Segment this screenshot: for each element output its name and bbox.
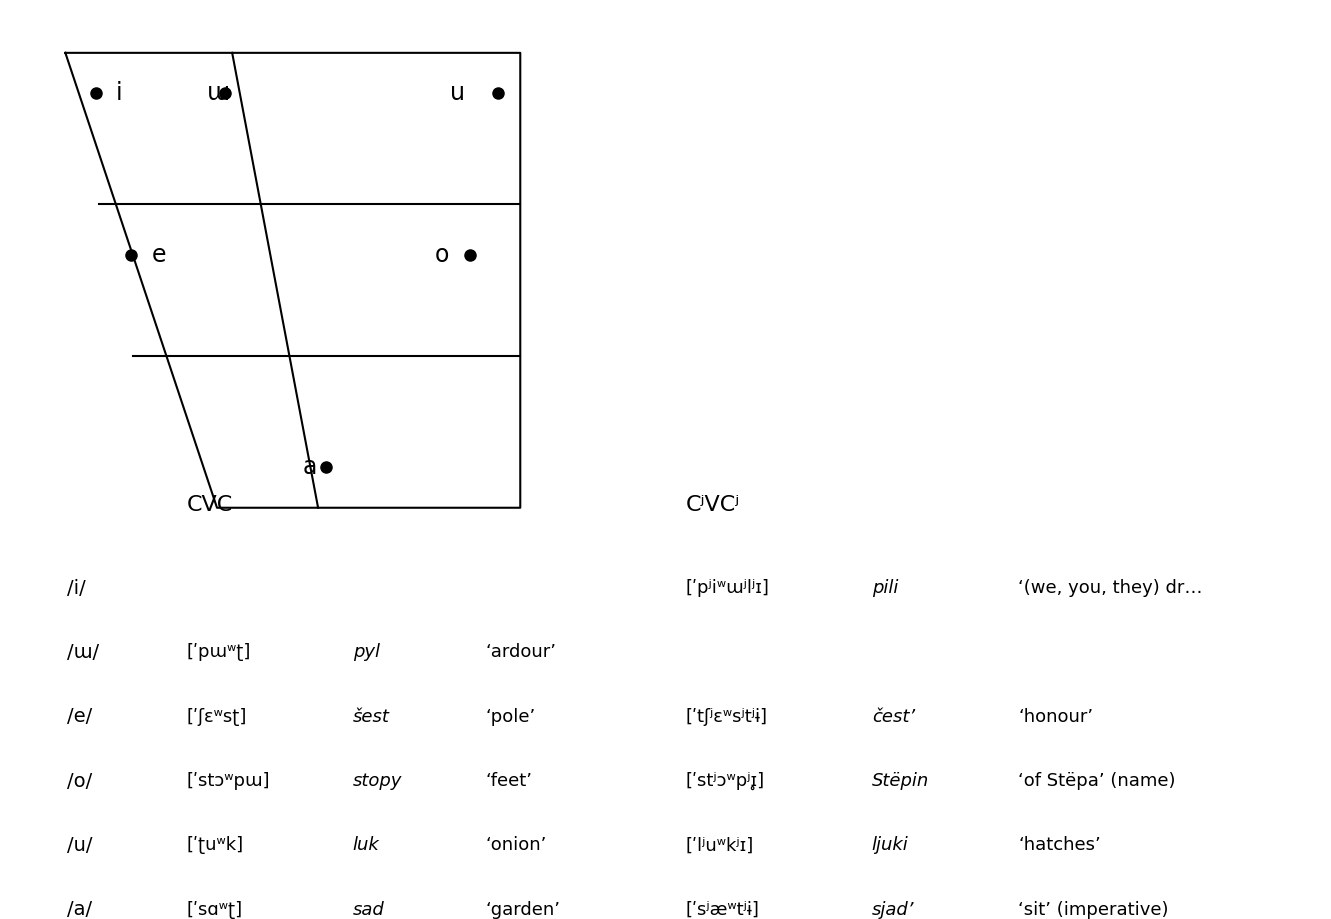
Text: ‘hatches’: ‘hatches’ bbox=[1018, 836, 1101, 855]
Text: čest’: čest’ bbox=[872, 708, 914, 726]
Text: a: a bbox=[303, 455, 317, 480]
Text: [ʹsɑʷʈ]: [ʹsɑʷʈ] bbox=[186, 901, 242, 919]
Text: [ʹpʲiʷɯʲlʲɪ]: [ʹpʲiʷɯʲlʲɪ] bbox=[685, 579, 769, 597]
Text: e: e bbox=[152, 243, 166, 267]
Text: ‘of Stëpa’ (name): ‘of Stëpa’ (name) bbox=[1018, 772, 1175, 790]
Text: [ʹstɔʷpɯ]: [ʹstɔʷpɯ] bbox=[186, 772, 270, 790]
Text: i: i bbox=[116, 81, 122, 106]
Text: ‘pole’: ‘pole’ bbox=[486, 708, 536, 726]
Text: ɯ: ɯ bbox=[206, 81, 230, 106]
Text: stopy: stopy bbox=[353, 772, 402, 790]
Text: o: o bbox=[434, 243, 449, 267]
Text: ‘ardour’: ‘ardour’ bbox=[486, 643, 556, 662]
Text: ‘onion’: ‘onion’ bbox=[486, 836, 547, 855]
Text: ‘honour’: ‘honour’ bbox=[1018, 708, 1093, 726]
Text: /a/: /a/ bbox=[67, 901, 92, 919]
Text: [ʹpɯʷʈ]: [ʹpɯʷʈ] bbox=[186, 643, 250, 662]
Text: ‘feet’: ‘feet’ bbox=[486, 772, 532, 790]
Text: luk: luk bbox=[353, 836, 379, 855]
Text: ‘garden’: ‘garden’ bbox=[486, 901, 560, 919]
Text: [ʹstʲɔʷpʲɪ̥]: [ʹstʲɔʷpʲɪ̥] bbox=[685, 772, 764, 790]
Text: pyl: pyl bbox=[353, 643, 379, 662]
Text: sad: sad bbox=[353, 901, 385, 919]
Text: /u/: /u/ bbox=[67, 836, 92, 855]
Text: /ɯ/: /ɯ/ bbox=[67, 643, 98, 662]
Text: ljuki: ljuki bbox=[872, 836, 909, 855]
Text: CVC: CVC bbox=[186, 495, 233, 516]
Text: /o/: /o/ bbox=[67, 772, 92, 790]
Text: [ʹʃɛʷsʈ]: [ʹʃɛʷsʈ] bbox=[186, 708, 246, 726]
Text: /e/: /e/ bbox=[67, 708, 92, 726]
Text: /i/: /i/ bbox=[67, 579, 85, 597]
Text: ‘sit’ (imperative): ‘sit’ (imperative) bbox=[1018, 901, 1169, 919]
Text: CʲVCʲ: CʲVCʲ bbox=[685, 495, 740, 516]
Text: [ʹtʃʲɛʷsʲtʲɨ]: [ʹtʃʲɛʷsʲtʲɨ] bbox=[685, 708, 768, 726]
Text: [ʹʈuʷk]: [ʹʈuʷk] bbox=[186, 836, 244, 855]
Text: ‘(we, you, they) dr…: ‘(we, you, they) dr… bbox=[1018, 579, 1203, 597]
Text: [ʹsʲæʷtʲɨ]: [ʹsʲæʷtʲɨ] bbox=[685, 901, 760, 919]
Text: Stëpin: Stëpin bbox=[872, 772, 929, 790]
Text: šest: šest bbox=[353, 708, 390, 726]
Text: u: u bbox=[450, 81, 465, 106]
Text: [ʹlʲuʷkʲɪ]: [ʹlʲuʷkʲɪ] bbox=[685, 836, 753, 855]
Text: sjad’: sjad’ bbox=[872, 901, 914, 919]
Text: pili: pili bbox=[872, 579, 898, 597]
